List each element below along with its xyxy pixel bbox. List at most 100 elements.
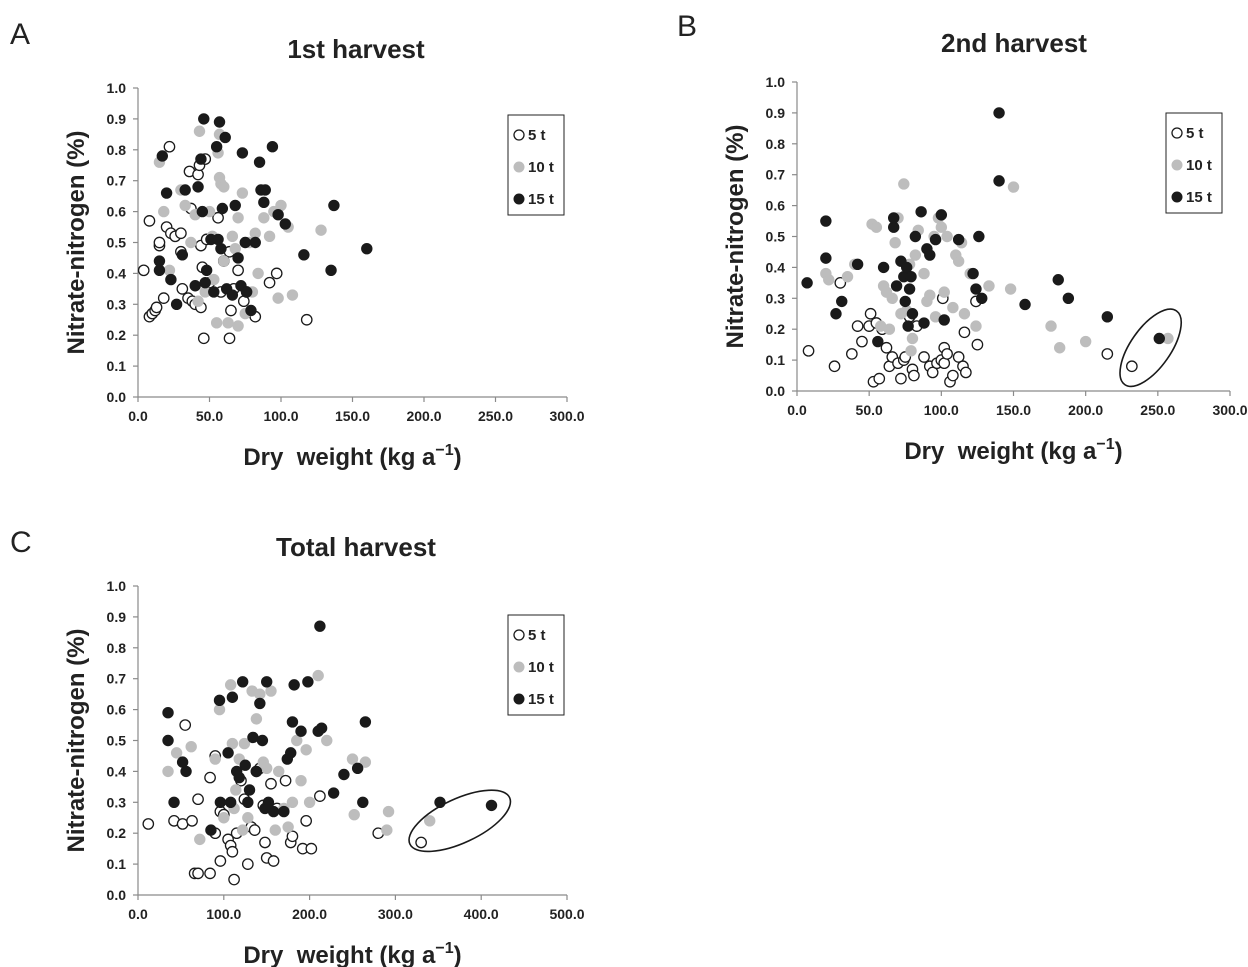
data-point xyxy=(970,320,982,332)
data-point xyxy=(176,282,189,295)
data-point xyxy=(249,236,261,249)
data-point xyxy=(801,277,813,289)
legend-label: 10 t xyxy=(528,659,554,676)
data-point xyxy=(947,301,959,314)
data-point xyxy=(213,694,226,707)
chart-title: 1st harvest xyxy=(287,34,425,64)
x-tick-label: 250.0 xyxy=(1140,402,1175,418)
legend: 5 t 10 t 15 t xyxy=(507,614,565,716)
x-tick-label: 100.0 xyxy=(263,408,298,424)
data-point xyxy=(889,236,901,249)
data-point xyxy=(208,286,220,298)
data-point xyxy=(245,304,257,317)
data-point xyxy=(1079,335,1092,348)
data-point xyxy=(258,196,270,209)
data-point xyxy=(918,267,930,280)
data-point xyxy=(153,264,166,277)
data-point xyxy=(279,218,291,230)
legend-label: 5 t xyxy=(528,627,546,644)
data-point xyxy=(162,734,174,747)
data-point xyxy=(272,292,284,304)
legend-label: 10 t xyxy=(1186,157,1212,174)
data-point xyxy=(266,141,279,153)
data-point xyxy=(179,199,191,212)
data-point xyxy=(215,242,227,255)
y-tick-label: 0.7 xyxy=(107,173,127,189)
data-point xyxy=(288,679,300,691)
data-point xyxy=(836,295,848,308)
data-point xyxy=(802,344,815,357)
data-point xyxy=(909,249,922,261)
data-point xyxy=(485,799,498,812)
data-point xyxy=(242,812,254,824)
data-point xyxy=(314,620,326,632)
data-point xyxy=(162,765,174,778)
data-point xyxy=(222,747,234,759)
legend-label: 15 t xyxy=(528,691,554,708)
data-point xyxy=(212,211,224,224)
x-tick-label: 0.0 xyxy=(787,402,807,418)
data-point xyxy=(834,276,847,289)
data-point xyxy=(279,774,292,787)
data-point xyxy=(197,332,210,345)
y-tick-label: 0.0 xyxy=(766,383,786,399)
y-tick-label: 1.0 xyxy=(107,578,127,594)
y-tick-label: 0.9 xyxy=(107,111,127,127)
data-point xyxy=(906,332,919,345)
data-point xyxy=(890,280,903,292)
data-point xyxy=(929,233,942,246)
y-tick-label: 0.4 xyxy=(107,763,127,779)
data-point xyxy=(906,308,919,320)
data-point xyxy=(193,125,206,137)
data-point xyxy=(359,716,372,728)
data-point xyxy=(163,264,176,277)
data-point xyxy=(236,676,249,688)
data-point xyxy=(941,230,953,243)
x-tick-label: 0.0 xyxy=(128,906,148,922)
y-tick-label: 0.2 xyxy=(107,825,127,841)
data-point xyxy=(192,867,204,880)
x-tick-label: 50.0 xyxy=(196,408,223,424)
data-point xyxy=(305,842,318,855)
data-point xyxy=(958,308,971,320)
data-point xyxy=(189,280,201,292)
series-15t xyxy=(801,107,1165,348)
data-point xyxy=(915,206,927,218)
data-point xyxy=(223,332,236,345)
y-tick-label: 0.8 xyxy=(107,142,127,158)
data-point xyxy=(1045,320,1057,332)
data-point xyxy=(214,796,227,808)
data-point xyxy=(232,320,244,332)
y-tick-label: 0.5 xyxy=(766,229,786,245)
x-tick-label: 100.0 xyxy=(206,906,241,922)
data-point xyxy=(286,716,299,728)
legend-marker xyxy=(513,661,525,673)
data-point xyxy=(216,202,229,215)
data-point xyxy=(165,273,177,286)
chart-title: 2nd harvest xyxy=(941,28,1087,58)
data-point xyxy=(224,796,237,808)
legend-marker xyxy=(513,193,525,205)
data-point xyxy=(938,286,950,298)
y-tick-label: 1.0 xyxy=(107,80,127,96)
data-point xyxy=(295,774,307,787)
data-point xyxy=(856,335,868,348)
data-point xyxy=(1101,311,1114,323)
series-15t xyxy=(153,113,373,317)
legend-marker xyxy=(513,129,525,141)
data-point xyxy=(222,317,234,329)
data-point xyxy=(263,230,276,243)
data-point xyxy=(315,224,327,236)
legend-marker xyxy=(1171,191,1183,203)
data-point xyxy=(265,777,277,790)
legend-label: 15 t xyxy=(528,191,554,208)
x-tick-label: 150.0 xyxy=(996,402,1031,418)
data-point xyxy=(258,212,270,224)
data-point xyxy=(150,301,163,314)
data-point xyxy=(941,348,953,360)
data-point xyxy=(382,805,395,818)
x-tick-label: 300.0 xyxy=(378,906,413,922)
legend-marker xyxy=(513,629,525,641)
data-point xyxy=(1019,298,1031,311)
panel-c: C Total harvest 0.0 0.1 0.2 0.3 0.4 0.5 0.6 0.7 0.… xyxy=(10,526,585,967)
